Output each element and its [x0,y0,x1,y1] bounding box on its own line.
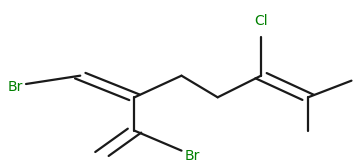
Text: Cl: Cl [254,14,268,28]
Text: Br: Br [8,80,23,94]
Text: Br: Br [185,149,200,163]
